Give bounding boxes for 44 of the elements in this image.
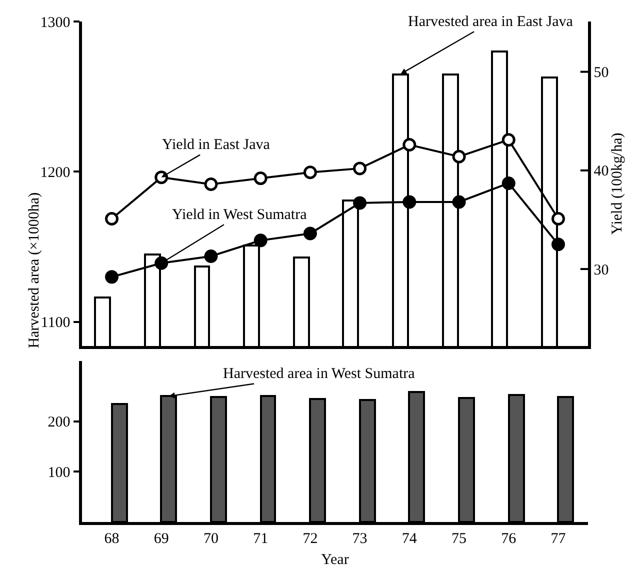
point xyxy=(154,256,168,270)
y2-axis-title: Yield (100kg/ha) xyxy=(610,132,626,235)
x-tick-label: 74 xyxy=(402,530,418,547)
point xyxy=(105,212,119,226)
y-tick-label: 200 xyxy=(48,414,70,431)
y2-tick-label: 50 xyxy=(594,65,609,82)
point xyxy=(105,270,119,284)
y2-tick-label: 40 xyxy=(594,164,609,180)
point xyxy=(452,195,466,209)
x-tick-label: 73 xyxy=(352,530,368,547)
point xyxy=(402,195,416,209)
point xyxy=(402,138,416,152)
x-tick-label: 72 xyxy=(302,530,318,547)
x-tick-label: 71 xyxy=(253,530,268,547)
point xyxy=(303,166,317,180)
point xyxy=(254,234,268,248)
x-tick-label: 76 xyxy=(501,530,517,547)
x-tick-label: 70 xyxy=(203,530,218,547)
x-axis-title: Year xyxy=(321,552,349,568)
point xyxy=(502,133,516,147)
point xyxy=(551,238,565,252)
point xyxy=(551,212,565,226)
y-tick-label: 100 xyxy=(48,464,70,481)
y-axis-title: Harvested area (×1000ha) xyxy=(26,192,42,348)
y-tick-label: 1300 xyxy=(40,14,70,31)
point xyxy=(303,226,317,240)
y-tick-label: 1100 xyxy=(40,315,70,332)
point xyxy=(204,177,218,191)
y2-tick-label: 30 xyxy=(594,262,609,278)
x-tick-label: 68 xyxy=(104,530,120,547)
x-tick-label: 69 xyxy=(154,530,169,547)
series-label: Yield in West Sumatra xyxy=(172,207,308,223)
point xyxy=(502,176,516,190)
x-tick-label: 77 xyxy=(550,530,566,547)
x-tick-label: 75 xyxy=(452,530,467,547)
point xyxy=(353,196,367,210)
series-label: Harvested area in West Sumatra xyxy=(223,366,416,382)
point xyxy=(353,162,367,176)
point xyxy=(452,150,466,164)
series-label: Yield in East Java xyxy=(162,137,270,153)
point xyxy=(204,249,218,263)
point xyxy=(254,172,268,186)
y-tick-label: 1200 xyxy=(40,164,70,181)
series-label: Harvested area in East Java xyxy=(408,14,574,30)
